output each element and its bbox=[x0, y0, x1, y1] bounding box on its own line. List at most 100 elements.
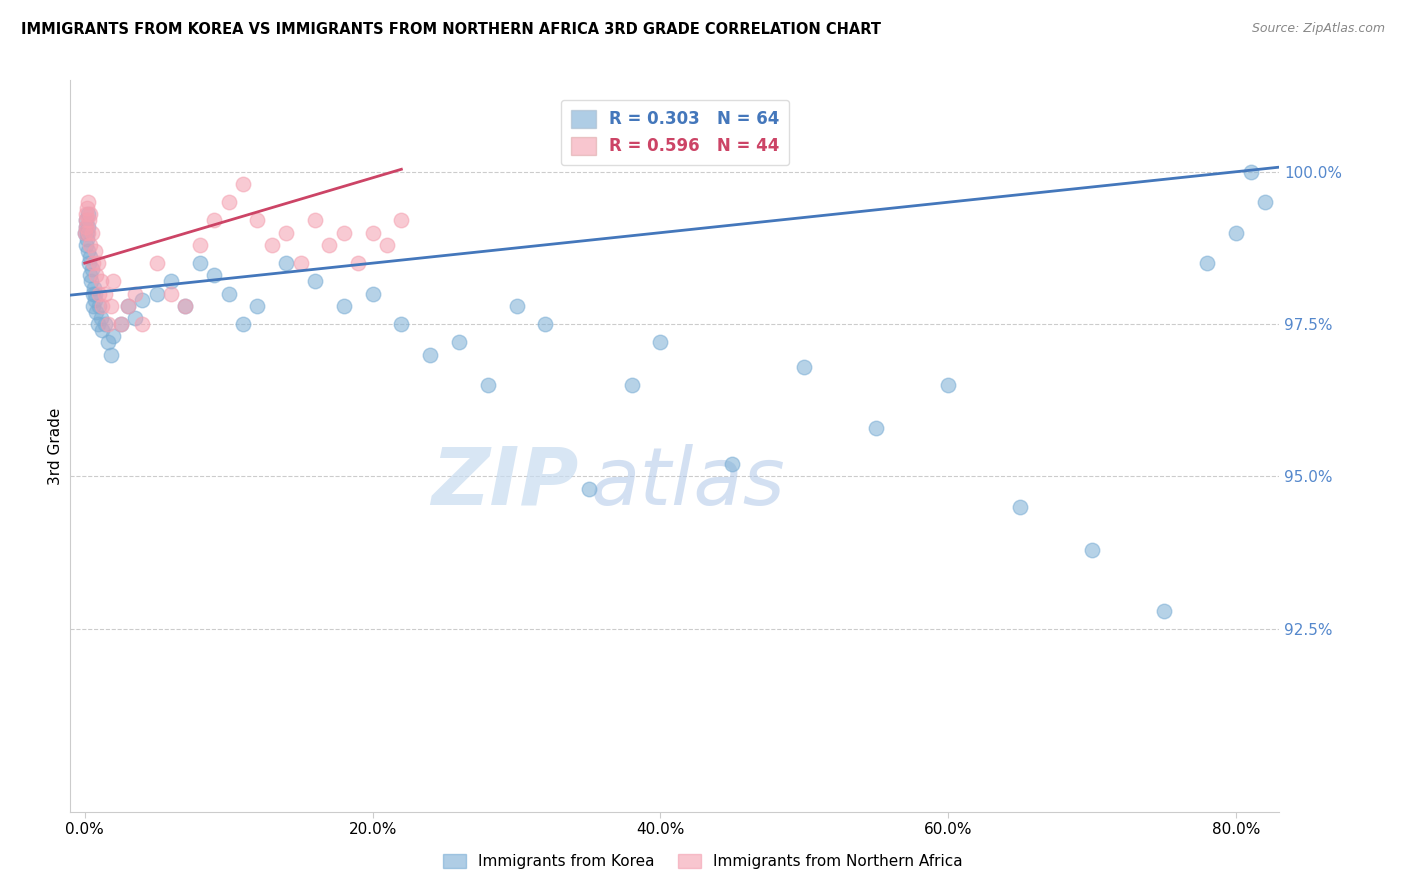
Point bbox=[160, 286, 183, 301]
Point bbox=[721, 458, 744, 472]
Point bbox=[83, 293, 105, 307]
Point bbox=[84, 286, 107, 301]
Point bbox=[117, 299, 139, 313]
Point bbox=[79, 207, 101, 221]
Point bbox=[97, 335, 120, 350]
Point bbox=[578, 482, 600, 496]
Point bbox=[76, 226, 98, 240]
Point bbox=[938, 378, 960, 392]
Point bbox=[304, 275, 326, 289]
Point bbox=[94, 286, 117, 301]
Point bbox=[1240, 165, 1263, 179]
Point bbox=[304, 213, 326, 227]
Point bbox=[97, 317, 120, 331]
Point bbox=[91, 299, 114, 313]
Legend: R = 0.303   N = 64, R = 0.596   N = 44: R = 0.303 N = 64, R = 0.596 N = 44 bbox=[561, 100, 789, 165]
Point bbox=[620, 378, 643, 392]
Point bbox=[100, 348, 122, 362]
Point bbox=[91, 323, 114, 337]
Point bbox=[75, 219, 97, 234]
Point bbox=[77, 213, 100, 227]
Point bbox=[160, 275, 183, 289]
Point bbox=[375, 238, 398, 252]
Point bbox=[79, 238, 101, 252]
Point bbox=[333, 226, 356, 240]
Text: ZIP: ZIP bbox=[430, 443, 578, 522]
Point bbox=[77, 195, 100, 210]
Point bbox=[1081, 542, 1104, 557]
Point bbox=[202, 268, 225, 283]
Point bbox=[389, 317, 412, 331]
Point bbox=[87, 299, 110, 313]
Point bbox=[218, 195, 240, 210]
Point bbox=[79, 250, 101, 264]
Point bbox=[75, 207, 97, 221]
Text: IMMIGRANTS FROM KOREA VS IMMIGRANTS FROM NORTHERN AFRICA 3RD GRADE CORRELATION C: IMMIGRANTS FROM KOREA VS IMMIGRANTS FROM… bbox=[21, 22, 882, 37]
Point bbox=[82, 286, 104, 301]
Point bbox=[77, 219, 100, 234]
Point bbox=[90, 275, 111, 289]
Legend: Immigrants from Korea, Immigrants from Northern Africa: Immigrants from Korea, Immigrants from N… bbox=[437, 848, 969, 875]
Point bbox=[87, 286, 110, 301]
Point bbox=[103, 275, 125, 289]
Point bbox=[75, 219, 97, 234]
Point bbox=[82, 299, 104, 313]
Point bbox=[76, 202, 98, 216]
Point bbox=[80, 226, 103, 240]
Point bbox=[75, 238, 97, 252]
Point bbox=[76, 244, 98, 258]
Point bbox=[260, 238, 283, 252]
Point bbox=[90, 311, 111, 326]
Point bbox=[131, 293, 153, 307]
Point bbox=[447, 335, 470, 350]
Point bbox=[94, 317, 117, 331]
Point bbox=[1010, 500, 1032, 514]
Point bbox=[361, 226, 384, 240]
Point bbox=[75, 213, 97, 227]
Point bbox=[389, 213, 412, 227]
Text: Source: ZipAtlas.com: Source: ZipAtlas.com bbox=[1251, 22, 1385, 36]
Point bbox=[80, 262, 103, 277]
Point bbox=[218, 286, 240, 301]
Point bbox=[117, 299, 139, 313]
Point bbox=[131, 317, 153, 331]
Point bbox=[110, 317, 132, 331]
Point bbox=[419, 348, 441, 362]
Text: atlas: atlas bbox=[591, 443, 785, 522]
Point bbox=[80, 275, 103, 289]
Point bbox=[202, 213, 225, 227]
Point bbox=[477, 378, 499, 392]
Point bbox=[347, 256, 370, 270]
Point bbox=[318, 238, 340, 252]
Point bbox=[793, 359, 815, 374]
Point bbox=[75, 226, 97, 240]
Point bbox=[76, 207, 98, 221]
Point bbox=[188, 238, 211, 252]
Point bbox=[76, 226, 98, 240]
Point bbox=[145, 286, 167, 301]
Point bbox=[145, 256, 167, 270]
Point bbox=[1153, 604, 1175, 618]
Point bbox=[86, 256, 108, 270]
Point bbox=[174, 299, 197, 313]
Point bbox=[76, 232, 98, 246]
Point bbox=[1254, 195, 1277, 210]
Point bbox=[1225, 226, 1247, 240]
Point bbox=[84, 268, 107, 283]
Point bbox=[361, 286, 384, 301]
Point bbox=[246, 213, 269, 227]
Point bbox=[83, 280, 105, 294]
Point bbox=[82, 256, 104, 270]
Point bbox=[75, 213, 97, 227]
Point bbox=[174, 299, 197, 313]
Point bbox=[84, 305, 107, 319]
Point bbox=[276, 256, 298, 270]
Point bbox=[534, 317, 557, 331]
Point bbox=[650, 335, 672, 350]
Point bbox=[505, 299, 527, 313]
Point bbox=[110, 317, 132, 331]
Y-axis label: 3rd Grade: 3rd Grade bbox=[48, 408, 63, 484]
Point bbox=[77, 256, 100, 270]
Point bbox=[86, 317, 108, 331]
Point bbox=[79, 268, 101, 283]
